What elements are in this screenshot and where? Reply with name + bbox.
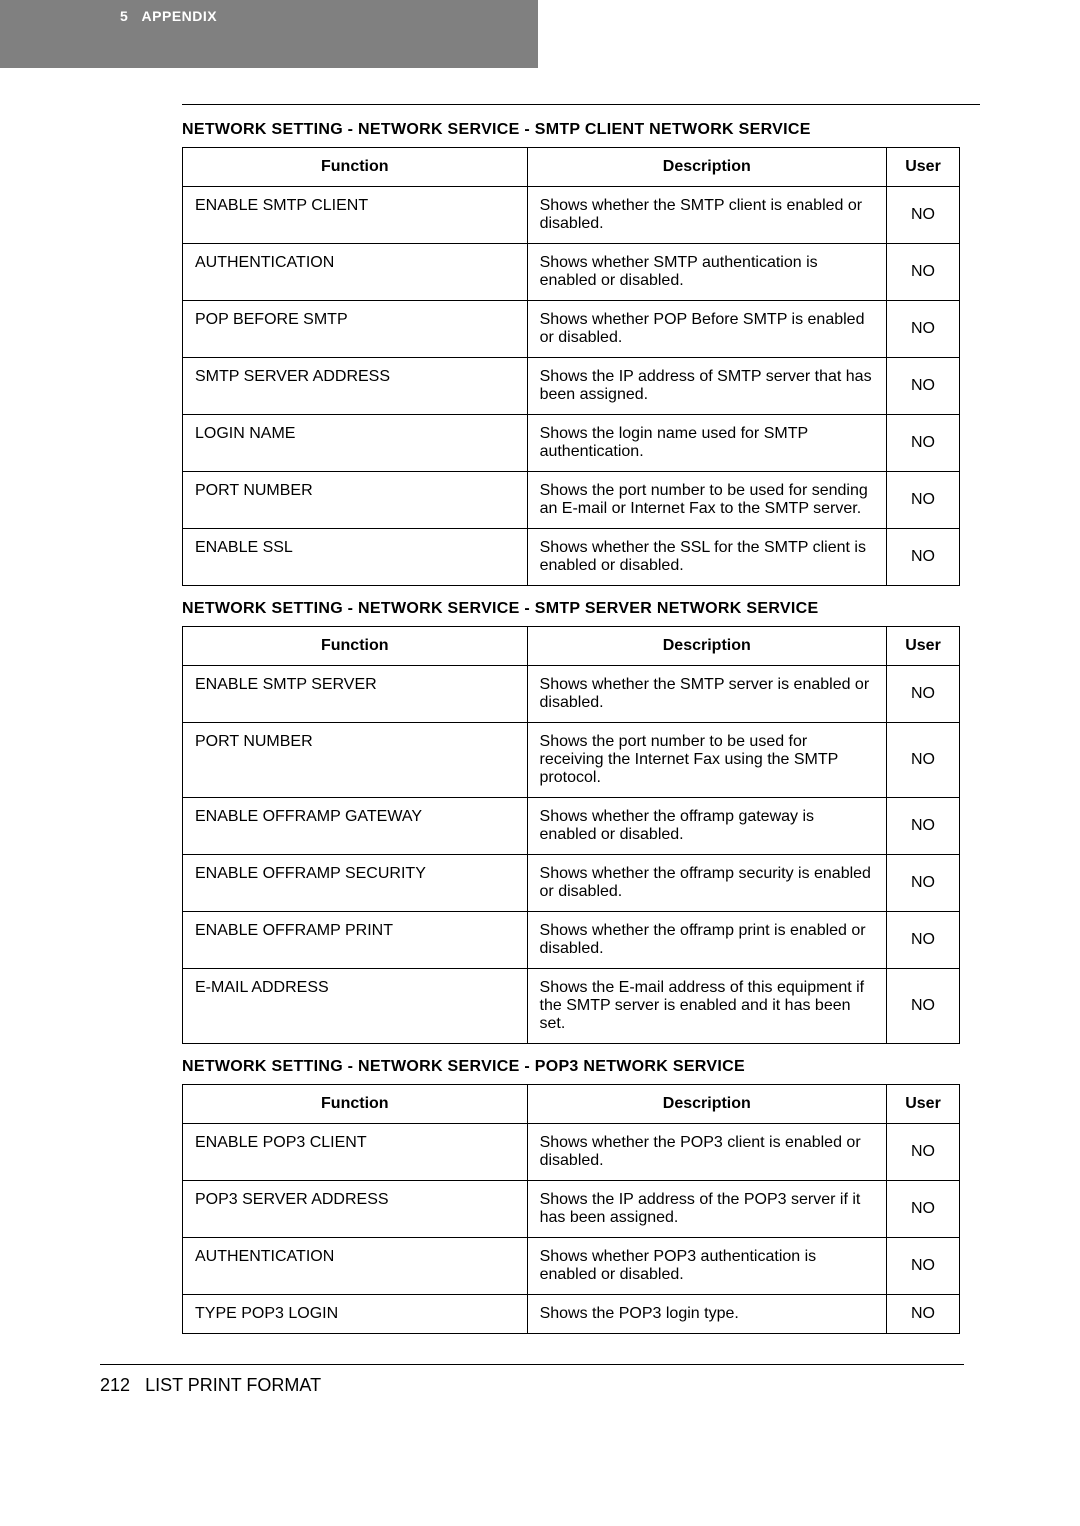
description-cell: Shows the login name used for SMTP authe… <box>527 415 886 472</box>
user-cell: NO <box>887 244 960 301</box>
function-cell: TYPE POP3 LOGIN <box>183 1295 528 1334</box>
table-row: PORT NUMBERShows the port number to be u… <box>183 723 960 798</box>
footer-text: 212 LIST PRINT FORMAT <box>100 1375 1080 1396</box>
table-row: TYPE POP3 LOGINShows the POP3 login type… <box>183 1295 960 1334</box>
description-cell: Shows the port number to be used for sen… <box>527 472 886 529</box>
function-cell: POP BEFORE SMTP <box>183 301 528 358</box>
footer-label: LIST PRINT FORMAT <box>145 1375 321 1395</box>
function-cell: ENABLE OFFRAMP SECURITY <box>183 855 528 912</box>
table-row: PORT NUMBERShows the port number to be u… <box>183 472 960 529</box>
user-cell: NO <box>887 1295 960 1334</box>
header-bar: 5 APPENDIX <box>0 0 538 68</box>
user-cell: NO <box>887 798 960 855</box>
column-header: User <box>887 627 960 666</box>
top-divider <box>182 104 980 105</box>
description-cell: Shows whether POP3 authentication is ena… <box>527 1238 886 1295</box>
user-cell: NO <box>887 723 960 798</box>
table-row: ENABLE OFFRAMP GATEWAYShows whether the … <box>183 798 960 855</box>
column-header: User <box>887 1085 960 1124</box>
settings-table: FunctionDescriptionUserENABLE POP3 CLIEN… <box>182 1084 960 1334</box>
content: NETWORK SETTING - NETWORK SERVICE - SMTP… <box>0 68 1080 1334</box>
table-row: ENABLE SMTP SERVERShows whether the SMTP… <box>183 666 960 723</box>
user-cell: NO <box>887 187 960 244</box>
user-cell: NO <box>887 415 960 472</box>
section-title: NETWORK SETTING - NETWORK SERVICE - SMTP… <box>182 121 980 139</box>
settings-table: FunctionDescriptionUserENABLE SMTP SERVE… <box>182 626 960 1044</box>
settings-table: FunctionDescriptionUserENABLE SMTP CLIEN… <box>182 147 960 586</box>
function-cell: ENABLE OFFRAMP PRINT <box>183 912 528 969</box>
description-cell: Shows whether the offramp gateway is ena… <box>527 798 887 855</box>
function-cell: ENABLE SSL <box>183 529 528 586</box>
description-cell: Shows whether the POP3 client is enabled… <box>527 1124 886 1181</box>
header-chapter: 5 <box>120 8 128 24</box>
description-cell: Shows whether POP Before SMTP is enabled… <box>527 301 886 358</box>
description-cell: Shows whether SMTP authentication is ena… <box>527 244 886 301</box>
function-cell: AUTHENTICATION <box>183 244 528 301</box>
section-title: NETWORK SETTING - NETWORK SERVICE - SMTP… <box>182 600 980 618</box>
user-cell: NO <box>887 969 960 1044</box>
user-cell: NO <box>887 1181 960 1238</box>
description-cell: Shows the IP address of the POP3 server … <box>527 1181 886 1238</box>
column-header: Function <box>183 627 528 666</box>
user-cell: NO <box>887 855 960 912</box>
table-row: E-MAIL ADDRESSShows the E-mail address o… <box>183 969 960 1044</box>
user-cell: NO <box>887 529 960 586</box>
user-cell: NO <box>887 912 960 969</box>
function-cell: ENABLE OFFRAMP GATEWAY <box>183 798 528 855</box>
table-row: AUTHENTICATIONShows whether SMTP authent… <box>183 244 960 301</box>
table-row: LOGIN NAMEShows the login name used for … <box>183 415 960 472</box>
function-cell: POP3 SERVER ADDRESS <box>183 1181 528 1238</box>
description-cell: Shows whether the offramp security is en… <box>527 855 887 912</box>
user-cell: NO <box>887 1238 960 1295</box>
function-cell: PORT NUMBER <box>183 723 528 798</box>
table-row: ENABLE OFFRAMP PRINTShows whether the of… <box>183 912 960 969</box>
function-cell: AUTHENTICATION <box>183 1238 528 1295</box>
user-cell: NO <box>887 472 960 529</box>
column-header: Description <box>527 148 886 187</box>
page-number: 212 <box>100 1375 130 1395</box>
column-header: Description <box>527 1085 886 1124</box>
user-cell: NO <box>887 358 960 415</box>
table-row: ENABLE POP3 CLIENTShows whether the POP3… <box>183 1124 960 1181</box>
function-cell: ENABLE SMTP CLIENT <box>183 187 528 244</box>
description-cell: Shows the E-mail address of this equipme… <box>527 969 887 1044</box>
table-row: POP3 SERVER ADDRESSShows the IP address … <box>183 1181 960 1238</box>
column-header: Description <box>527 627 887 666</box>
user-cell: NO <box>887 666 960 723</box>
table-row: AUTHENTICATIONShows whether POP3 authent… <box>183 1238 960 1295</box>
footer-divider <box>100 1364 964 1365</box>
user-cell: NO <box>887 301 960 358</box>
table-row: POP BEFORE SMTPShows whether POP Before … <box>183 301 960 358</box>
table-row: ENABLE SSLShows whether the SSL for the … <box>183 529 960 586</box>
header-title <box>133 8 142 24</box>
column-header: User <box>887 148 960 187</box>
description-cell: Shows the IP address of SMTP server that… <box>527 358 886 415</box>
section-title: NETWORK SETTING - NETWORK SERVICE - POP3… <box>182 1058 980 1076</box>
function-cell: ENABLE SMTP SERVER <box>183 666 528 723</box>
table-row: ENABLE OFFRAMP SECURITYShows whether the… <box>183 855 960 912</box>
function-cell: PORT NUMBER <box>183 472 528 529</box>
description-cell: Shows whether the offramp print is enabl… <box>527 912 887 969</box>
function-cell: ENABLE POP3 CLIENT <box>183 1124 528 1181</box>
table-row: SMTP SERVER ADDRESSShows the IP address … <box>183 358 960 415</box>
column-header: Function <box>183 1085 528 1124</box>
footer: 212 LIST PRINT FORMAT <box>100 1364 1080 1426</box>
function-cell: E-MAIL ADDRESS <box>183 969 528 1044</box>
column-header: Function <box>183 148 528 187</box>
description-cell: Shows whether the SMTP server is enabled… <box>527 666 887 723</box>
table-row: ENABLE SMTP CLIENTShows whether the SMTP… <box>183 187 960 244</box>
function-cell: SMTP SERVER ADDRESS <box>183 358 528 415</box>
description-cell: Shows the POP3 login type. <box>527 1295 886 1334</box>
function-cell: LOGIN NAME <box>183 415 528 472</box>
description-cell: Shows the port number to be used for rec… <box>527 723 887 798</box>
header-title-text: APPENDIX <box>142 8 218 24</box>
description-cell: Shows whether the SMTP client is enabled… <box>527 187 886 244</box>
description-cell: Shows whether the SSL for the SMTP clien… <box>527 529 886 586</box>
user-cell: NO <box>887 1124 960 1181</box>
